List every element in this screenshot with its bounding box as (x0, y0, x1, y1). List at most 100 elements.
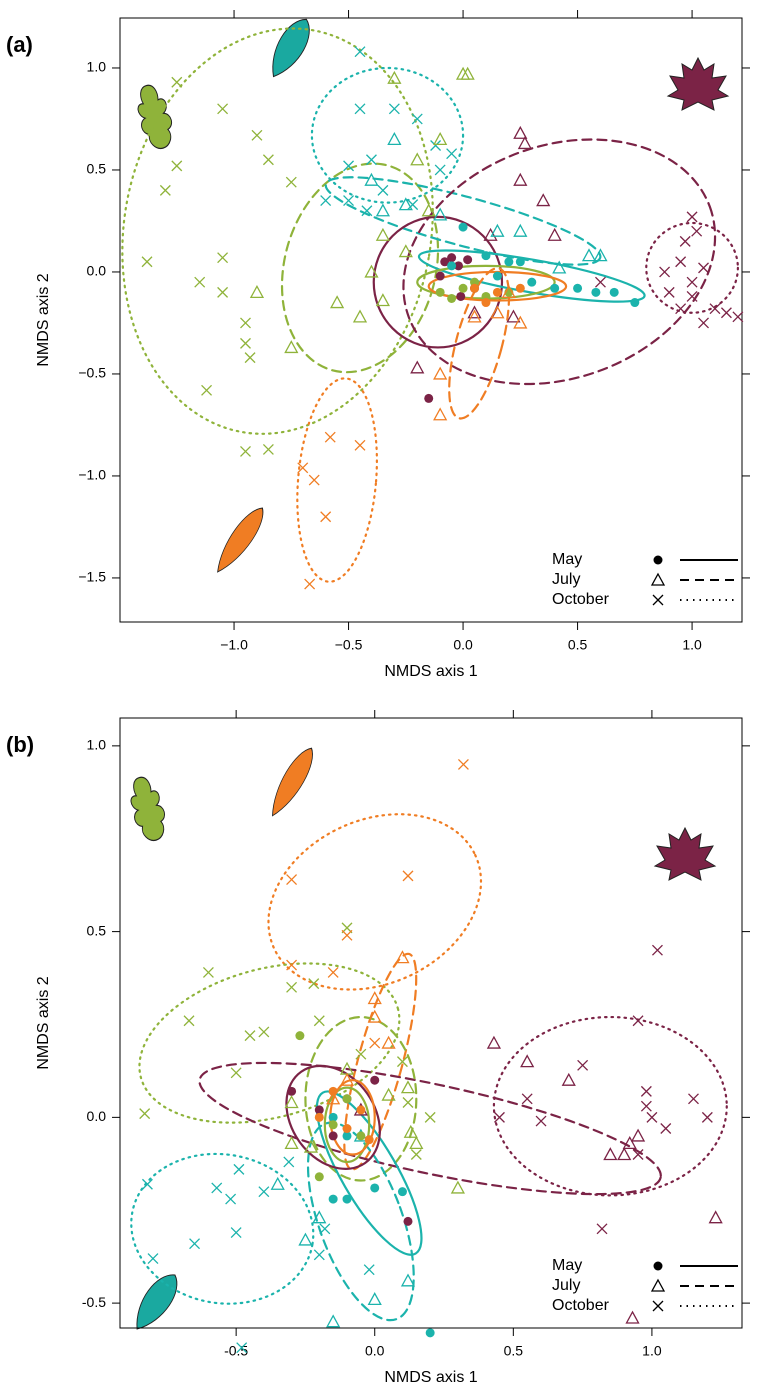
point (609, 287, 619, 297)
point (492, 271, 502, 281)
ellipse (285, 1064, 381, 1170)
point (492, 287, 502, 297)
point (701, 1111, 713, 1123)
point (354, 46, 366, 58)
y-axis-title: NMDS axis 2 (35, 273, 52, 366)
point (504, 257, 514, 267)
point (304, 578, 316, 590)
point (364, 172, 379, 186)
point (356, 1105, 366, 1115)
y-tick-label: −0.5 (78, 365, 106, 381)
plot-frame (119, 17, 743, 623)
point (354, 439, 366, 451)
ellipse (296, 377, 378, 583)
point (240, 337, 251, 349)
y-tick-label: 1.0 (87, 59, 107, 75)
y-tick-label: 0.5 (87, 922, 107, 938)
ellipse (315, 1090, 423, 1256)
ellipse (306, 1121, 415, 1322)
point (141, 256, 153, 268)
point (341, 929, 353, 941)
point (343, 195, 355, 207)
point (698, 262, 709, 274)
point (577, 1059, 589, 1071)
point (249, 285, 265, 299)
legend-marker (652, 1300, 664, 1312)
point (411, 113, 423, 125)
point (262, 154, 274, 166)
point (402, 870, 414, 882)
point (330, 295, 345, 309)
point (640, 1085, 652, 1097)
point (691, 225, 703, 237)
oak-leaf-icon (124, 773, 172, 845)
point (287, 1086, 297, 1096)
hornbeam-leaf-icon (208, 501, 272, 579)
point (686, 211, 698, 223)
ellipse (417, 249, 646, 303)
point (298, 1232, 313, 1246)
point (490, 305, 505, 319)
point (403, 1124, 418, 1138)
point (407, 199, 419, 211)
y-tick-label: −1.5 (78, 569, 106, 585)
point (686, 290, 698, 302)
point (375, 227, 391, 241)
point (481, 251, 491, 261)
ellipse (280, 162, 440, 374)
point (320, 511, 332, 523)
point (447, 253, 457, 263)
point (400, 1273, 416, 1287)
x-tick-label: 0.0 (453, 637, 473, 653)
ellipse (267, 813, 483, 991)
point (240, 446, 251, 457)
point (550, 283, 560, 293)
point (501, 285, 516, 299)
point (440, 257, 450, 267)
point (458, 283, 468, 293)
point (596, 1223, 608, 1235)
legend-marker (653, 555, 663, 565)
point (403, 1216, 413, 1226)
beech-leaf-icon (261, 12, 319, 84)
point (217, 286, 229, 298)
point (561, 1072, 576, 1086)
point (189, 1238, 201, 1250)
point (308, 474, 320, 486)
beech-leaf-icon (126, 1267, 186, 1337)
maple-leaf-icon (654, 827, 716, 881)
point (328, 1194, 338, 1204)
y-tick-label: -0.5 (82, 1294, 106, 1310)
ellipse (198, 1061, 662, 1196)
point (467, 309, 482, 323)
point (319, 1223, 331, 1235)
point (397, 1187, 407, 1197)
point (720, 307, 732, 319)
point (367, 1292, 382, 1306)
point (425, 1328, 435, 1338)
point (262, 443, 274, 455)
ellipse (448, 267, 511, 420)
point (686, 276, 698, 288)
point (387, 70, 402, 84)
point (494, 1111, 505, 1123)
point (342, 1194, 352, 1204)
point (410, 1149, 422, 1160)
x-tick-label: −0.5 (335, 637, 363, 653)
x-axis-title: NMDS axis 1 (384, 663, 477, 680)
point (430, 140, 442, 151)
point (521, 1093, 533, 1105)
point (659, 266, 671, 278)
hornbeam-leaf-icon (263, 742, 321, 822)
point (183, 1015, 195, 1027)
point (314, 1172, 324, 1182)
point (708, 1210, 723, 1224)
ellipse (372, 215, 504, 349)
point (456, 291, 466, 301)
point (159, 184, 171, 196)
point (463, 255, 473, 265)
point (409, 1136, 424, 1150)
point (258, 1026, 270, 1038)
legend-marker (652, 594, 664, 606)
point (328, 1131, 338, 1141)
